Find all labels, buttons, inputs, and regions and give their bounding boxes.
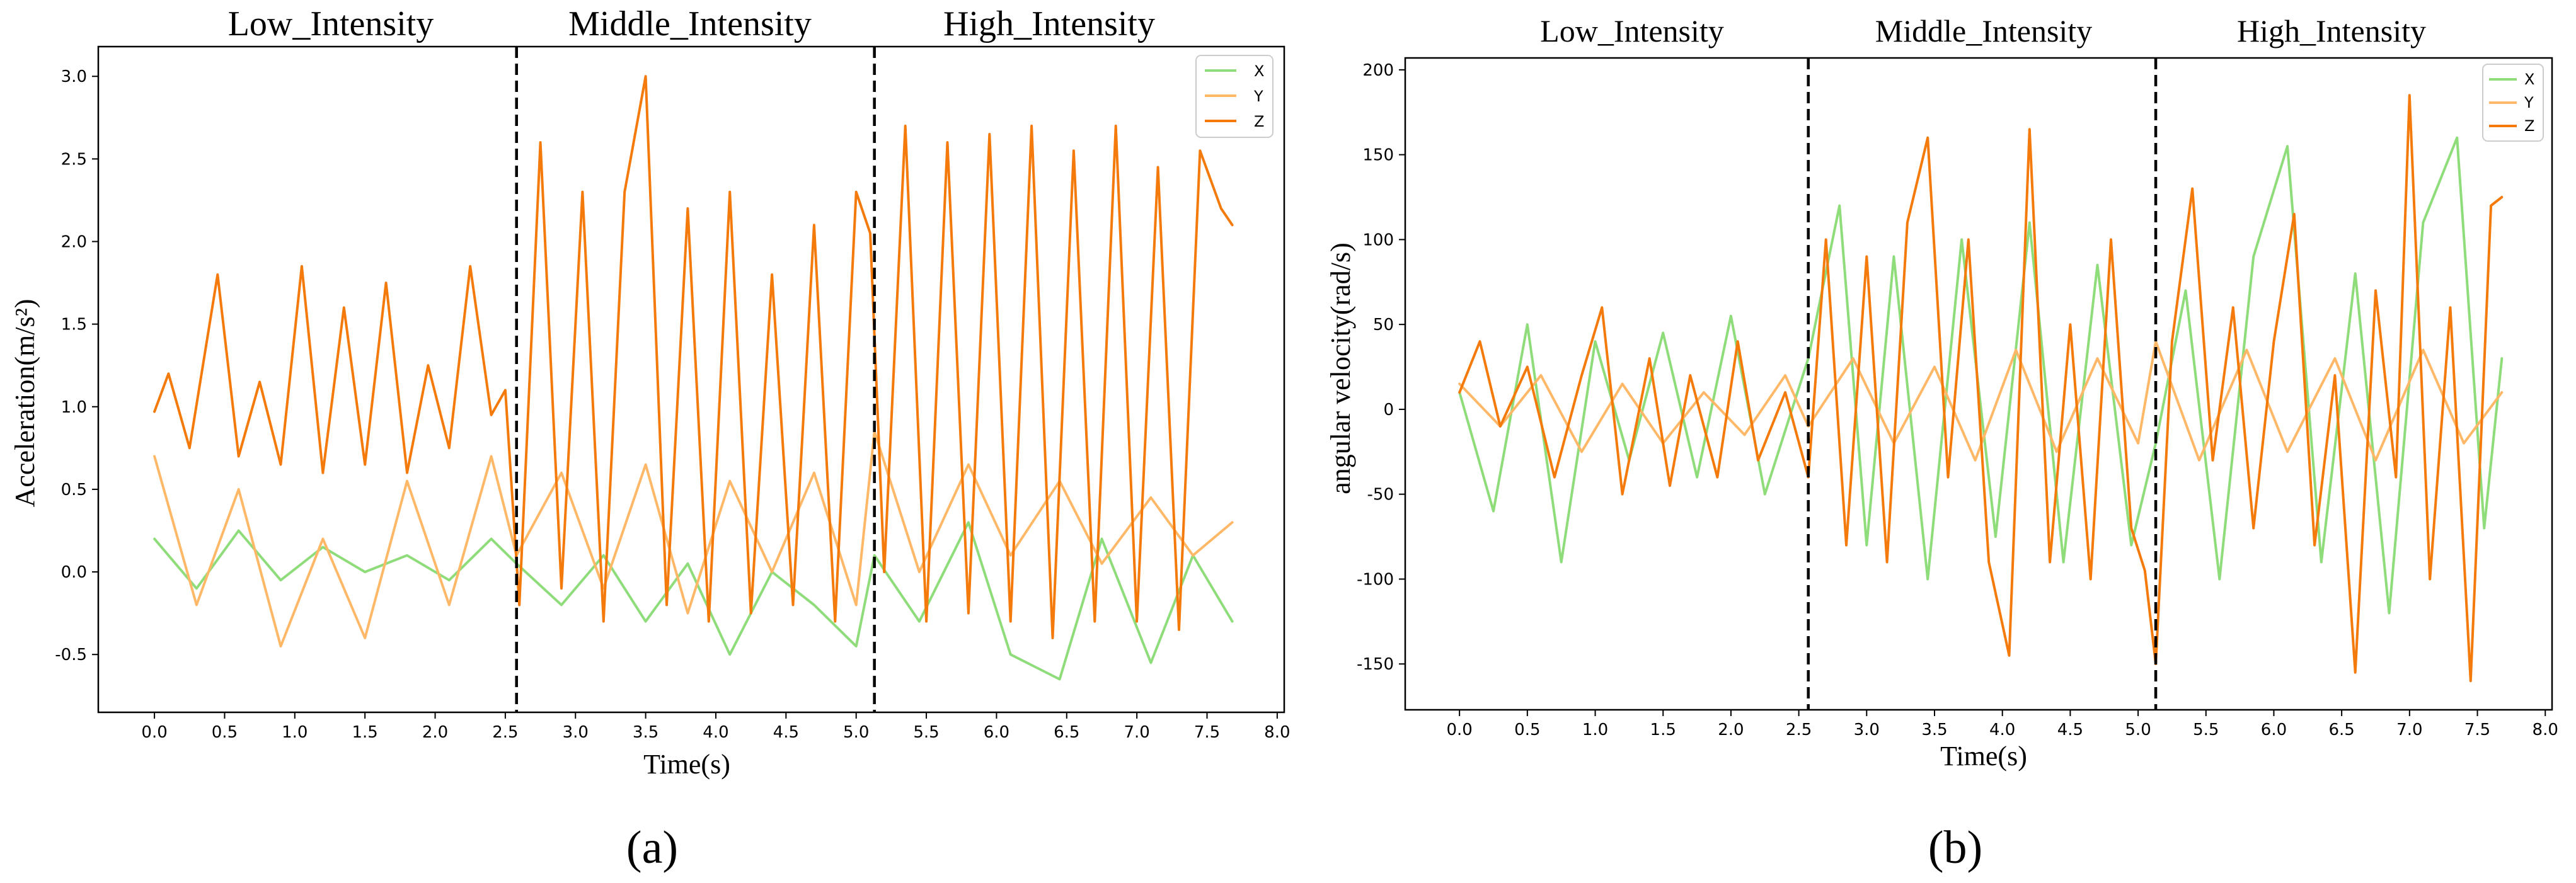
x-tick-label: 6.0 — [984, 723, 1009, 742]
y-tick-label: 150 — [1362, 146, 1394, 165]
phase-label-low: Low_Intensity — [1540, 13, 1724, 48]
x-tick-label: 7.0 — [1124, 723, 1149, 742]
y-tick-label: 2.0 — [61, 232, 87, 251]
legend-label-y: Y — [2524, 94, 2534, 111]
x-tick-label: 3.5 — [1921, 721, 1947, 739]
series-line-z — [1458, 94, 2504, 683]
series-line-z — [153, 75, 1234, 639]
panel-a-legend: X Y Z — [1195, 55, 1274, 138]
panel-b-x-axis-title: Time(s) — [1940, 741, 2027, 772]
x-tick-label: 3.5 — [633, 723, 658, 742]
x-tick-label: 5.5 — [2193, 721, 2219, 739]
x-tick-label: 6.5 — [2328, 721, 2354, 739]
y-tick-label: -0.5 — [55, 646, 87, 664]
y-tick-label: 0.0 — [61, 563, 87, 582]
panel-a-phase-labels: Low_Intensity Middle_Intensity High_Inte… — [228, 4, 1155, 43]
x-tick-label: 6.0 — [2261, 721, 2287, 739]
y-tick-label: 50 — [1373, 316, 1394, 334]
series-line-y — [153, 430, 1234, 648]
series-line-y — [1458, 340, 2504, 462]
panel-a-y-axis-title: Acceleration(m/s²) — [9, 299, 40, 508]
x-tick-label: 2.0 — [1718, 721, 1744, 739]
panel-b-plot-frame — [1404, 57, 2553, 711]
phase-label-low: Low_Intensity — [228, 4, 434, 43]
phase-label-middle: Middle_Intensity — [568, 4, 812, 43]
phase-label-high: High_Intensity — [2237, 13, 2426, 48]
y-tick-label: 2.5 — [61, 150, 87, 169]
x-tick-label: 8.0 — [2533, 721, 2558, 739]
x-tick-label: 5.5 — [913, 723, 939, 742]
x-tick-label: 8.0 — [1264, 723, 1290, 742]
panel-b-phase-labels: Low_Intensity Middle_Intensity High_Inte… — [1540, 13, 2426, 48]
y-tick-label: 0 — [1383, 401, 1394, 419]
panel-b-series — [1458, 94, 2504, 683]
x-tick-label: 4.5 — [2057, 721, 2083, 739]
panel-a-phase-boundaries — [515, 47, 876, 712]
x-tick-label: 2.5 — [1786, 721, 1812, 739]
y-tick-label: 0.5 — [61, 481, 87, 499]
panel-b-caption: (b) — [1928, 822, 1982, 874]
x-tick-label: 1.0 — [1582, 721, 1608, 739]
series-line-x — [1458, 136, 2504, 615]
x-tick-label: 4.0 — [703, 723, 728, 742]
legend-label-y: Y — [1253, 88, 1263, 105]
panel-b-y-axis-title: angular velocity(rad/s) — [1325, 242, 1356, 494]
x-tick-label: 4.0 — [1989, 721, 2015, 739]
y-tick-label: -150 — [1357, 655, 1394, 674]
panel-a-x-axis: 0.0 0.5 1.0 1.5 2.0 2.5 3.0 3.5 4.0 4.5 5.0 5.5 6.0 6… — [141, 712, 1291, 742]
y-tick-label: 3.0 — [61, 67, 87, 86]
x-tick-label: 2.5 — [492, 723, 518, 742]
panel-b-y-axis: -150 -100 -50 0 50 100 150 200 — [1357, 61, 1405, 674]
x-tick-label: 1.5 — [1650, 721, 1676, 739]
panel-a-y-axis: -0.5 0.0 0.5 1.0 1.5 2.0 2.5 3.0 — [55, 67, 98, 664]
panel-a-plot-frame — [97, 45, 1285, 714]
x-tick-label: 1.0 — [282, 723, 308, 742]
x-tick-label: 0.0 — [1446, 721, 1472, 739]
x-tick-label: 0.5 — [1514, 721, 1540, 739]
x-tick-label: 3.0 — [563, 723, 589, 742]
y-tick-label: 100 — [1362, 231, 1394, 249]
y-tick-label: 1.0 — [61, 398, 87, 417]
y-tick-label: -100 — [1357, 570, 1394, 589]
legend-label-x: X — [2524, 71, 2534, 88]
y-tick-label: -50 — [1367, 486, 1394, 504]
x-tick-label: 4.5 — [773, 723, 799, 742]
series-line-x — [153, 521, 1234, 681]
panel-b-phase-boundaries — [1807, 58, 2158, 710]
y-tick-label: 1.5 — [61, 316, 87, 334]
y-tick-label: 200 — [1362, 61, 1394, 80]
panel-b-angular-velocity: 0.0 0.5 1.0 1.5 2.0 2.5 3.0 3.5 4.0 4.5 5.0 5.5 6.0 6… — [1325, 13, 2558, 874]
phase-label-high: High_Intensity — [943, 4, 1155, 43]
x-tick-label: 1.5 — [352, 723, 377, 742]
panel-a-x-axis-title: Time(s) — [643, 749, 730, 780]
panel-b-legend: X Y Z — [2482, 64, 2544, 142]
panel-a-caption: (a) — [626, 822, 678, 874]
x-tick-label: 5.0 — [2125, 721, 2151, 739]
legend-label-z: Z — [2524, 117, 2534, 135]
x-tick-label: 6.5 — [1054, 723, 1079, 742]
x-tick-label: 7.0 — [2396, 721, 2422, 739]
x-tick-label: 5.0 — [843, 723, 869, 742]
x-tick-label: 3.0 — [1854, 721, 1880, 739]
panel-b-x-axis: 0.0 0.5 1.0 1.5 2.0 2.5 3.0 3.5 4.0 4.5 5.0 5.5 6.0 6… — [1446, 710, 2558, 739]
phase-label-middle: Middle_Intensity — [1875, 13, 2092, 48]
x-tick-label: 0.5 — [212, 723, 238, 742]
panel-a-series — [153, 75, 1234, 681]
x-tick-label: 0.0 — [141, 723, 167, 742]
x-tick-label: 2.0 — [422, 723, 448, 742]
x-tick-label: 7.5 — [1194, 723, 1220, 742]
legend-label-z: Z — [1254, 113, 1264, 130]
panel-a-acceleration: 0.0 0.5 1.0 1.5 2.0 2.5 3.0 3.5 4.0 4.5 5.0 5.5 6.0 6… — [9, 4, 1291, 874]
x-tick-label: 7.5 — [2464, 721, 2490, 739]
legend-label-x: X — [1254, 62, 1264, 80]
